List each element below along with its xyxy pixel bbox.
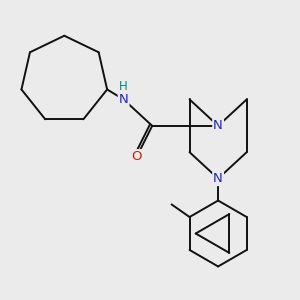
Text: H: H — [119, 80, 128, 93]
Text: O: O — [132, 150, 142, 163]
Text: N: N — [213, 119, 223, 132]
Text: N: N — [213, 172, 223, 185]
Text: N: N — [119, 93, 128, 106]
